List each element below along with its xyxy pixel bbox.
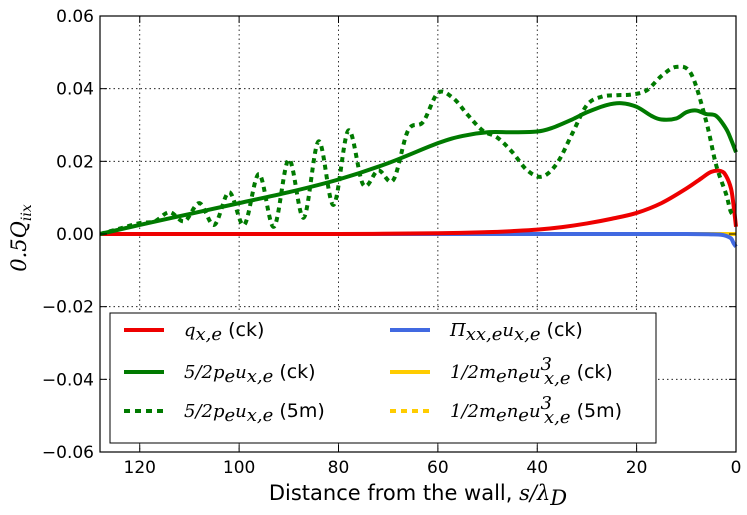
y-tick-label: 0.06 [56,7,94,27]
grid [100,16,736,452]
legend-1-2m-5m-tail-sub: x,e [544,407,571,428]
legend-5-2p-mid-sub: x,e [247,366,274,387]
legend-q-suffix: (ck) [222,319,264,341]
legend-1-2m-5m-tail: u [529,401,541,422]
x-tick-label: 100 [223,458,255,478]
y-tick-label: 0.04 [56,80,94,100]
legend-1-2m-5m-sub: e [496,405,507,426]
legend-q-sub: x,e [196,324,223,345]
y-tick-label: −0.06 [42,443,94,463]
legend-label-1-2m-ck: 1/2meneu3 x,e (ck) [450,354,613,389]
legend-pi-suffix: (ck) [541,319,583,341]
legend-1-2m-tail-sub: x,e [544,368,571,389]
legend-5-2p-symbol: 5/2p [184,362,225,383]
y-tick-label: 0.02 [56,152,94,172]
series-line-2 [99,101,738,236]
x-tick-label: 0 [731,458,742,478]
legend-label-pi-ck: Πxx,eux,e (ck) [449,319,583,345]
legend-q-symbol: q [184,320,196,341]
legend-pi-sub: xx,e [466,324,503,345]
y-axis-title-main: 0.5Q [7,221,31,272]
legend: qx,e (ck) Πxx,eux,e (ck) 5/2peux,e (ck) … [109,312,657,444]
legend-1-2m-tail-sup: 3 [541,354,552,375]
series-layer [99,64,738,248]
legend-1-2m-sub: e [496,366,507,387]
x-tick-label: 120 [124,458,156,478]
legend-label-5-2p-5m: 5/2peux,e (5m) [184,400,325,426]
y-tick-labels: 0.06 0.04 0.02 0.00 −0.02 −0.04 −0.06 [42,7,94,463]
legend-5-2p-sub: e [225,366,236,387]
legend-1-2m-suffix: (ck) [571,361,613,383]
legend-5-2p-5m-mid-sub: x,e [247,405,274,426]
legend-label-5-2p-ck: 5/2peux,e (ck) [184,361,316,387]
legend-1-2m-mid: n [507,362,519,383]
series-line-3 [99,64,737,236]
y-tick-label: −0.04 [42,370,94,390]
y-tick-label: 0.00 [56,225,94,245]
legend-5-2p-5m-mid: u [235,401,247,422]
y-axis-title: 0.5Qiix [7,204,35,272]
series-line-0 [100,168,738,237]
legend-5-2p-mid: u [235,362,247,383]
x-tick-label: 60 [427,458,449,478]
x-axis-title-text: Distance from the wall, [269,481,519,505]
y-axis-title-sub: iix [19,204,35,221]
legend-label-q-ck: qx,e (ck) [184,319,264,345]
x-tick-label: 40 [526,458,548,478]
legend-1-2m-5m-suffix: (5m) [571,400,622,422]
ticks [100,15,737,453]
legend-5-2p-5m-sub: e [225,405,236,426]
x-tick-label: 80 [328,458,350,478]
legend-1-2m-5m-mid-sub: e [518,405,529,426]
legend-1-2m-5m-symbol: 1/2m [450,401,496,422]
legend-5-2p-suffix: (ck) [273,361,315,383]
legend-1-2m-tail: u [529,362,541,383]
legend-pi-mid-sub: x,e [514,324,541,345]
legend-1-2m-mid-sub: e [518,366,529,387]
legend-1-2m-symbol: 1/2m [450,362,496,383]
x-tick-labels: 120 100 80 60 40 20 0 [124,458,742,478]
legend-label-1-2m-5m: 1/2meneu3 x,e (5m) [450,393,622,428]
x-axis-title: Distance from the wall, s/λD [269,481,567,510]
x-tick-label: 20 [626,458,648,478]
legend-pi-symbol: Π [449,320,466,341]
legend-1-2m-5m-tail-sup: 3 [541,393,552,414]
x-axis-title-math-sub: D [549,486,567,510]
legend-1-2m-5m-mid: n [507,401,519,422]
x-axis-title-math: s/λ [519,481,550,505]
legend-5-2p-5m-symbol: 5/2p [184,401,225,422]
legend-pi-mid: u [502,320,514,341]
legend-5-2p-5m-suffix: (5m) [273,400,324,422]
y-tick-label: −0.02 [42,298,94,318]
legend-box [109,312,657,444]
